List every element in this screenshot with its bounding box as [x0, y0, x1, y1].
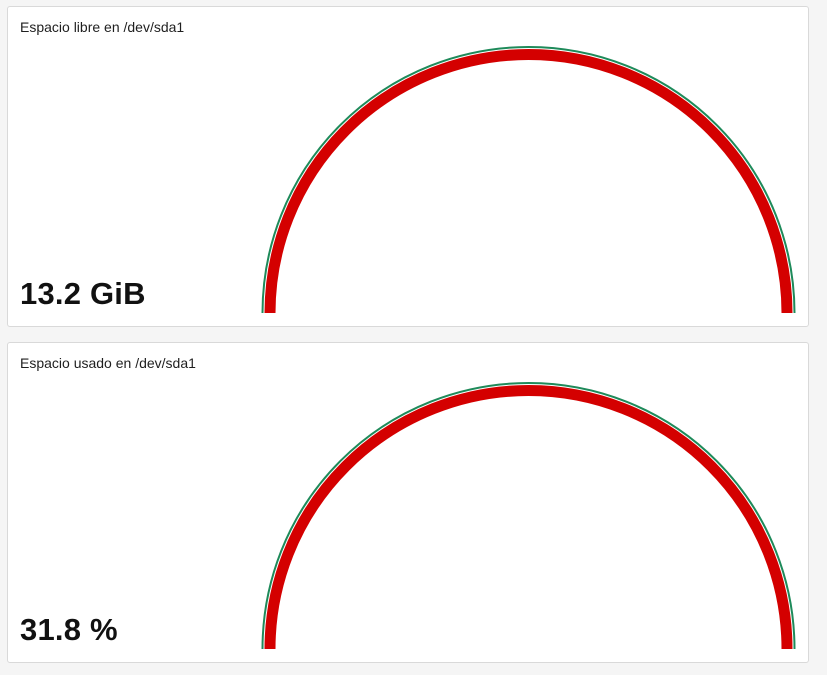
panel-title: Espacio libre en /dev/sda1 [20, 19, 185, 35]
gauge-value: 13.2 GiB [20, 276, 146, 311]
gauge-outline-arc [261, 382, 796, 650]
gauge-fill-arc [264, 385, 793, 650]
panel-title: Espacio usado en /dev/sda1 [20, 355, 196, 371]
gauge-fill-arc [264, 49, 793, 314]
semicircle-gauge [261, 382, 796, 650]
gauge-panel-free-space: Espacio libre en /dev/sda1 13.2 GiB [7, 6, 809, 327]
gauge-panel-used-space: Espacio usado en /dev/sda1 31.8 % [7, 342, 809, 663]
semicircle-gauge [261, 46, 796, 314]
gauge-outline-arc [261, 46, 796, 314]
gauge-value: 31.8 % [20, 612, 118, 647]
